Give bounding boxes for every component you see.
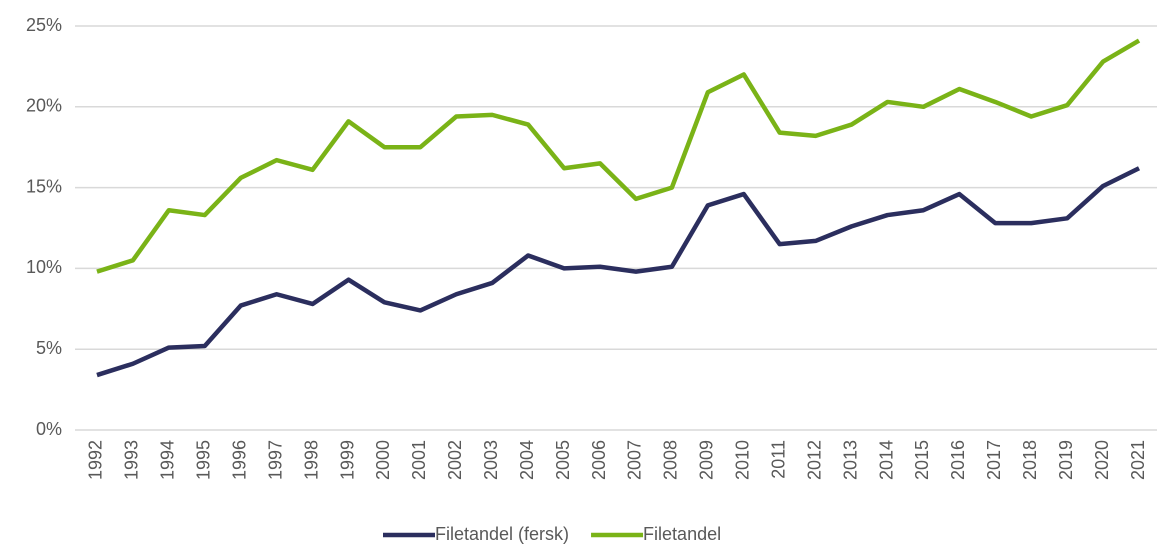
- x-tick-label: 2016: [948, 440, 968, 480]
- x-tick-label: 2012: [804, 440, 824, 480]
- x-tick-label: 1997: [265, 440, 285, 480]
- x-tick-label: 2000: [373, 440, 393, 480]
- x-tick-label: 2002: [445, 440, 465, 480]
- x-tick-label: 2001: [409, 440, 429, 480]
- y-tick-label: 10%: [26, 257, 62, 277]
- x-tick-label: 2013: [840, 440, 860, 480]
- x-tick-label: 1993: [122, 440, 142, 480]
- x-tick-label: 1995: [194, 440, 214, 480]
- x-tick-label: 2005: [553, 440, 573, 480]
- x-tick-label: 2015: [912, 440, 932, 480]
- x-tick-label: 2021: [1128, 440, 1148, 480]
- line-series: [96, 38, 1141, 274]
- x-tick-label: 2017: [984, 440, 1004, 480]
- y-tick-label: 25%: [26, 15, 62, 35]
- x-tick-label: 1992: [86, 440, 106, 480]
- x-tick-label: 1996: [229, 440, 249, 480]
- x-tick-label: 1994: [158, 440, 178, 480]
- y-tick-label: 15%: [26, 176, 62, 196]
- x-tick-label: 2014: [876, 440, 896, 480]
- x-tick-label: 1999: [337, 440, 357, 480]
- x-tick-label: 2018: [1020, 440, 1040, 480]
- x-tick-label: 2006: [589, 440, 609, 480]
- x-tick-label: 2008: [661, 440, 681, 480]
- line-series: [96, 166, 1141, 378]
- x-tick-label: 2019: [1056, 440, 1076, 480]
- x-tick-label: 2003: [481, 440, 501, 480]
- x-tick-label: 2020: [1092, 440, 1112, 480]
- y-tick-label: 5%: [36, 338, 62, 358]
- y-tick-label: 0%: [36, 419, 62, 439]
- legend-label: Filetandel (fersk): [435, 524, 569, 544]
- x-tick-label: 1998: [301, 440, 321, 480]
- legend-label: Filetandel: [643, 524, 721, 544]
- y-tick-label: 20%: [26, 96, 62, 116]
- x-tick-label: 2004: [517, 440, 537, 480]
- x-tick-label: 2011: [768, 440, 788, 479]
- x-tick-label: 2009: [697, 440, 717, 480]
- x-tick-label: 2007: [625, 440, 645, 480]
- x-tick-label: 2010: [733, 440, 753, 480]
